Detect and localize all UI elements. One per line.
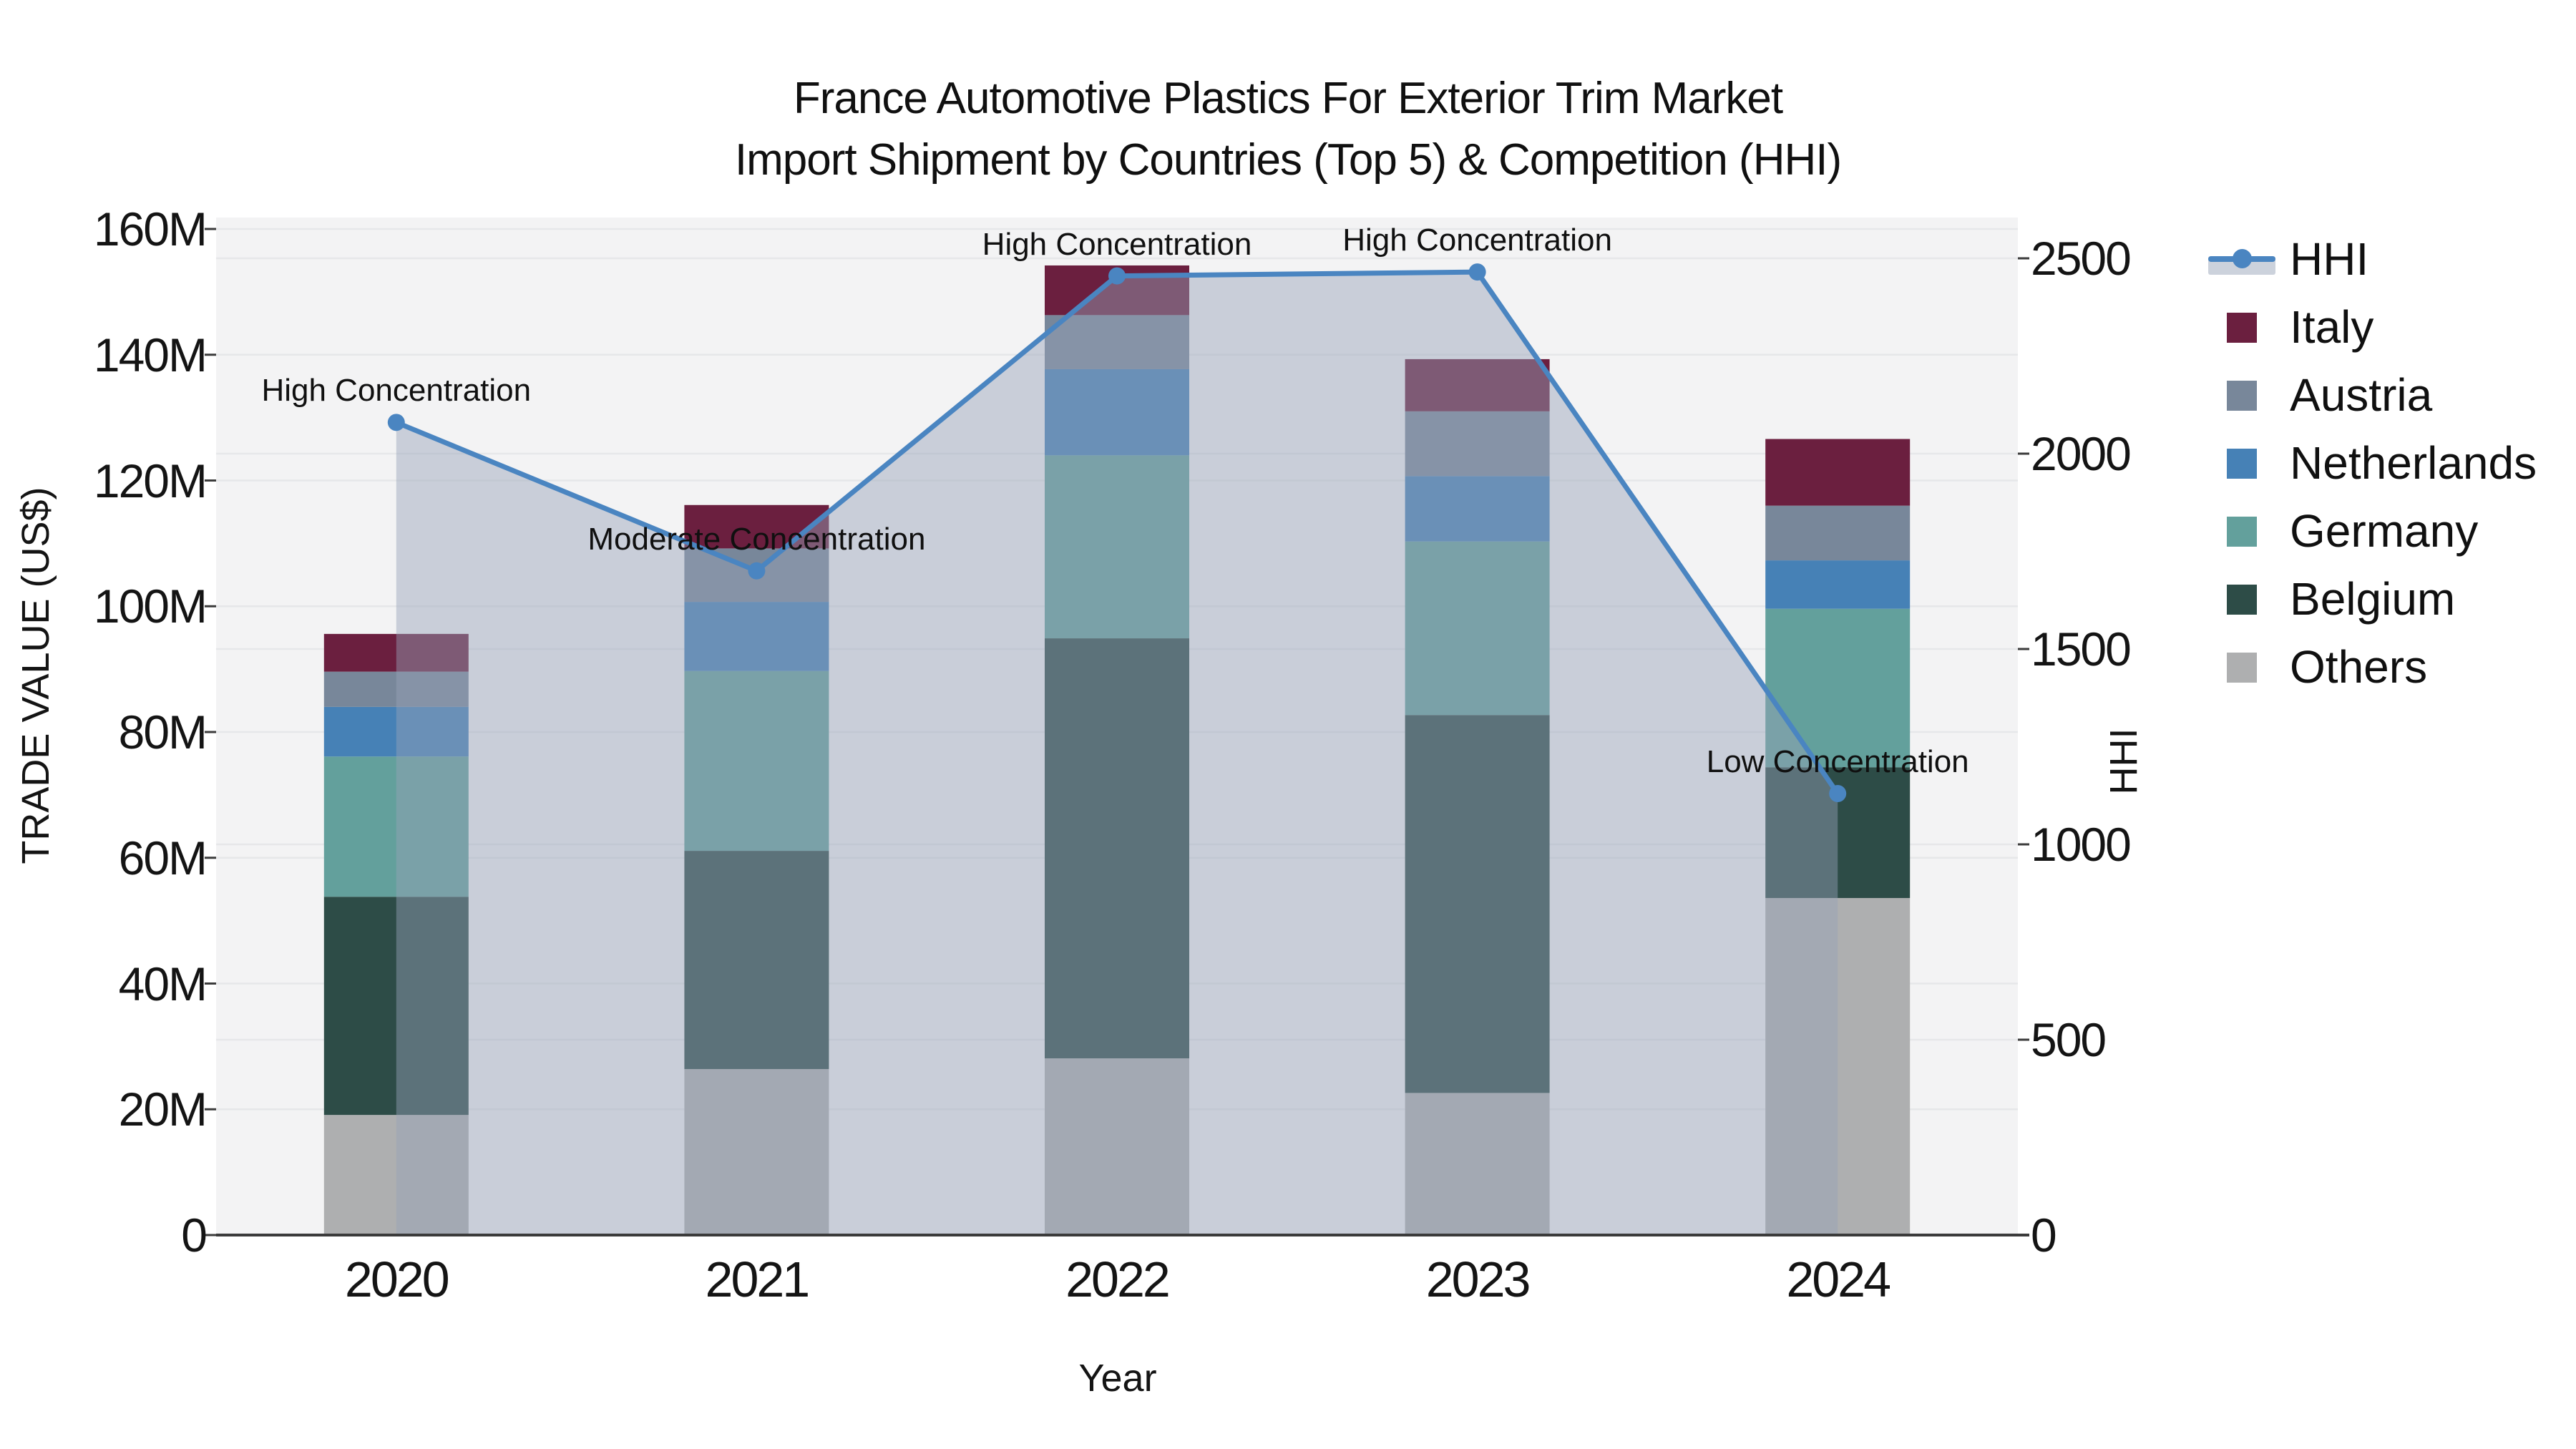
hhi-marker-icon bbox=[2233, 249, 2252, 268]
chart-title-line1: France Automotive Plastics For Exterior … bbox=[793, 74, 1783, 123]
legend-item-austria[interactable]: Austria bbox=[2208, 365, 2432, 425]
bar-segment-2024-others[interactable] bbox=[1765, 897, 1911, 1235]
y-tick-label-120M: 120M bbox=[93, 454, 208, 507]
x-tick-label-2021: 2021 bbox=[705, 1252, 811, 1307]
color-swatch-icon bbox=[2227, 653, 2257, 683]
y2-tick-label-2500: 2500 bbox=[2031, 232, 2132, 285]
legend-swatch-austria bbox=[2208, 365, 2275, 425]
y2-tick-label-2000: 2000 bbox=[2031, 427, 2132, 480]
hhi-marker-2020[interactable] bbox=[387, 414, 405, 431]
legend-swatch-belgium bbox=[2208, 569, 2275, 629]
y2-tick-label-1000: 1000 bbox=[2031, 818, 2132, 871]
bar-segment-2023-germany[interactable] bbox=[1405, 541, 1550, 716]
annotation-2024: Low Concentration bbox=[1706, 744, 1969, 780]
bar-segment-2024-austria[interactable] bbox=[1765, 505, 1911, 561]
bar-segment-2021-belgium[interactable] bbox=[684, 851, 829, 1070]
y-tick-label-60M: 60M bbox=[118, 831, 208, 884]
legend-label-belgium: Belgium bbox=[2290, 573, 2456, 625]
bar-segment-2023-italy[interactable] bbox=[1405, 358, 1550, 411]
legend-label-others: Others bbox=[2290, 641, 2428, 693]
x-tick-label-2022: 2022 bbox=[1065, 1252, 1171, 1307]
bar-segment-2021-italy[interactable] bbox=[684, 504, 829, 549]
legend-item-hhi[interactable]: HHI bbox=[2208, 229, 2368, 289]
y-tick-label-140M: 140M bbox=[93, 328, 208, 381]
hhi-area-fill bbox=[396, 272, 1838, 1235]
legend-item-belgium[interactable]: Belgium bbox=[2208, 569, 2455, 629]
y-tick-label-160M: 160M bbox=[93, 203, 208, 255]
color-swatch-icon bbox=[2227, 381, 2257, 411]
legend-label-netherlands: Netherlands bbox=[2290, 437, 2537, 489]
annotation-2021: Moderate Concentration bbox=[587, 521, 926, 557]
x-axis-title: Year bbox=[1078, 1357, 1157, 1400]
annotation-2020: High Concentration bbox=[261, 373, 532, 409]
y2-axis-title: HHI bbox=[2102, 728, 2145, 795]
color-swatch-icon bbox=[2227, 313, 2257, 343]
bar-segment-2022-austria[interactable] bbox=[1045, 315, 1189, 369]
bar-segment-2020-belgium[interactable] bbox=[323, 897, 469, 1116]
bar-segment-2024-italy[interactable] bbox=[1765, 439, 1911, 506]
bar-segment-2020-italy[interactable] bbox=[323, 633, 469, 672]
bar-segment-2024-netherlands[interactable] bbox=[1765, 560, 1911, 609]
y-tick-label-100M: 100M bbox=[93, 580, 208, 633]
hhi-marker-2021[interactable] bbox=[748, 562, 766, 580]
y2-tick-label-500: 500 bbox=[2031, 1013, 2107, 1066]
color-swatch-icon bbox=[2227, 517, 2257, 547]
color-swatch-icon bbox=[2227, 449, 2257, 479]
y-tick-label-0: 0 bbox=[181, 1209, 208, 1262]
legend-swatch-others bbox=[2208, 637, 2275, 697]
bar-segment-2023-netherlands[interactable] bbox=[1405, 476, 1550, 542]
bar-segment-2023-austria[interactable] bbox=[1405, 411, 1550, 477]
y2-tick-label-1500: 1500 bbox=[2031, 623, 2132, 675]
x-tick-label-2024: 2024 bbox=[1786, 1252, 1891, 1307]
color-swatch-icon bbox=[2227, 585, 2257, 615]
bar-segment-2022-others[interactable] bbox=[1045, 1058, 1189, 1235]
chart-title-line2: Import Shipment by Countries (Top 5) & C… bbox=[734, 135, 1842, 185]
legend-label-italy: Italy bbox=[2290, 301, 2374, 353]
y-tick-label-20M: 20M bbox=[118, 1083, 208, 1136]
y-tick-label-40M: 40M bbox=[118, 957, 208, 1010]
legend-item-netherlands[interactable]: Netherlands bbox=[2208, 433, 2537, 493]
bar-segment-2021-germany[interactable] bbox=[684, 670, 829, 852]
annotation-2022: High Concentration bbox=[982, 226, 1252, 262]
y-tick-label-80M: 80M bbox=[118, 706, 208, 758]
hhi-marker-2023[interactable] bbox=[1468, 263, 1486, 281]
bar-segment-2023-others[interactable] bbox=[1405, 1093, 1550, 1235]
bar-segment-2022-belgium[interactable] bbox=[1045, 638, 1189, 1059]
legend-item-others[interactable]: Others bbox=[2208, 637, 2427, 697]
bar-segment-2020-others[interactable] bbox=[323, 1115, 469, 1235]
bar-segment-2024-germany[interactable] bbox=[1765, 608, 1911, 768]
legend-label-germany: Germany bbox=[2290, 505, 2479, 557]
legend-item-italy[interactable]: Italy bbox=[2208, 297, 2373, 357]
bar-segment-2021-others[interactable] bbox=[684, 1069, 829, 1235]
bar-segment-2020-germany[interactable] bbox=[323, 756, 469, 897]
legend-swatch-netherlands bbox=[2208, 433, 2275, 493]
legend-item-germany[interactable]: Germany bbox=[2208, 501, 2478, 561]
x-tick-label-2020: 2020 bbox=[344, 1252, 450, 1307]
legend-label-hhi: HHI bbox=[2290, 233, 2369, 285]
bar-segment-2022-germany[interactable] bbox=[1045, 455, 1189, 639]
legend-label-austria: Austria bbox=[2290, 369, 2433, 421]
bar-segment-2022-netherlands[interactable] bbox=[1045, 369, 1189, 456]
hhi-marker-2022[interactable] bbox=[1108, 267, 1126, 285]
y2-tick-label-0: 0 bbox=[2031, 1209, 2057, 1262]
legend-swatch-germany bbox=[2208, 501, 2275, 561]
bar-segment-2023-belgium[interactable] bbox=[1405, 715, 1550, 1093]
legend-swatch-italy bbox=[2208, 297, 2275, 357]
hhi-line-icon bbox=[2208, 229, 2275, 289]
bar-segment-2020-netherlands[interactable] bbox=[323, 706, 469, 757]
bar-segment-2020-austria[interactable] bbox=[323, 671, 469, 707]
annotation-2023: High Concentration bbox=[1342, 223, 1612, 258]
bar-segment-2021-netherlands[interactable] bbox=[684, 602, 829, 671]
hhi-marker-2024[interactable] bbox=[1829, 785, 1847, 803]
x-tick-label-2023: 2023 bbox=[1425, 1252, 1531, 1307]
